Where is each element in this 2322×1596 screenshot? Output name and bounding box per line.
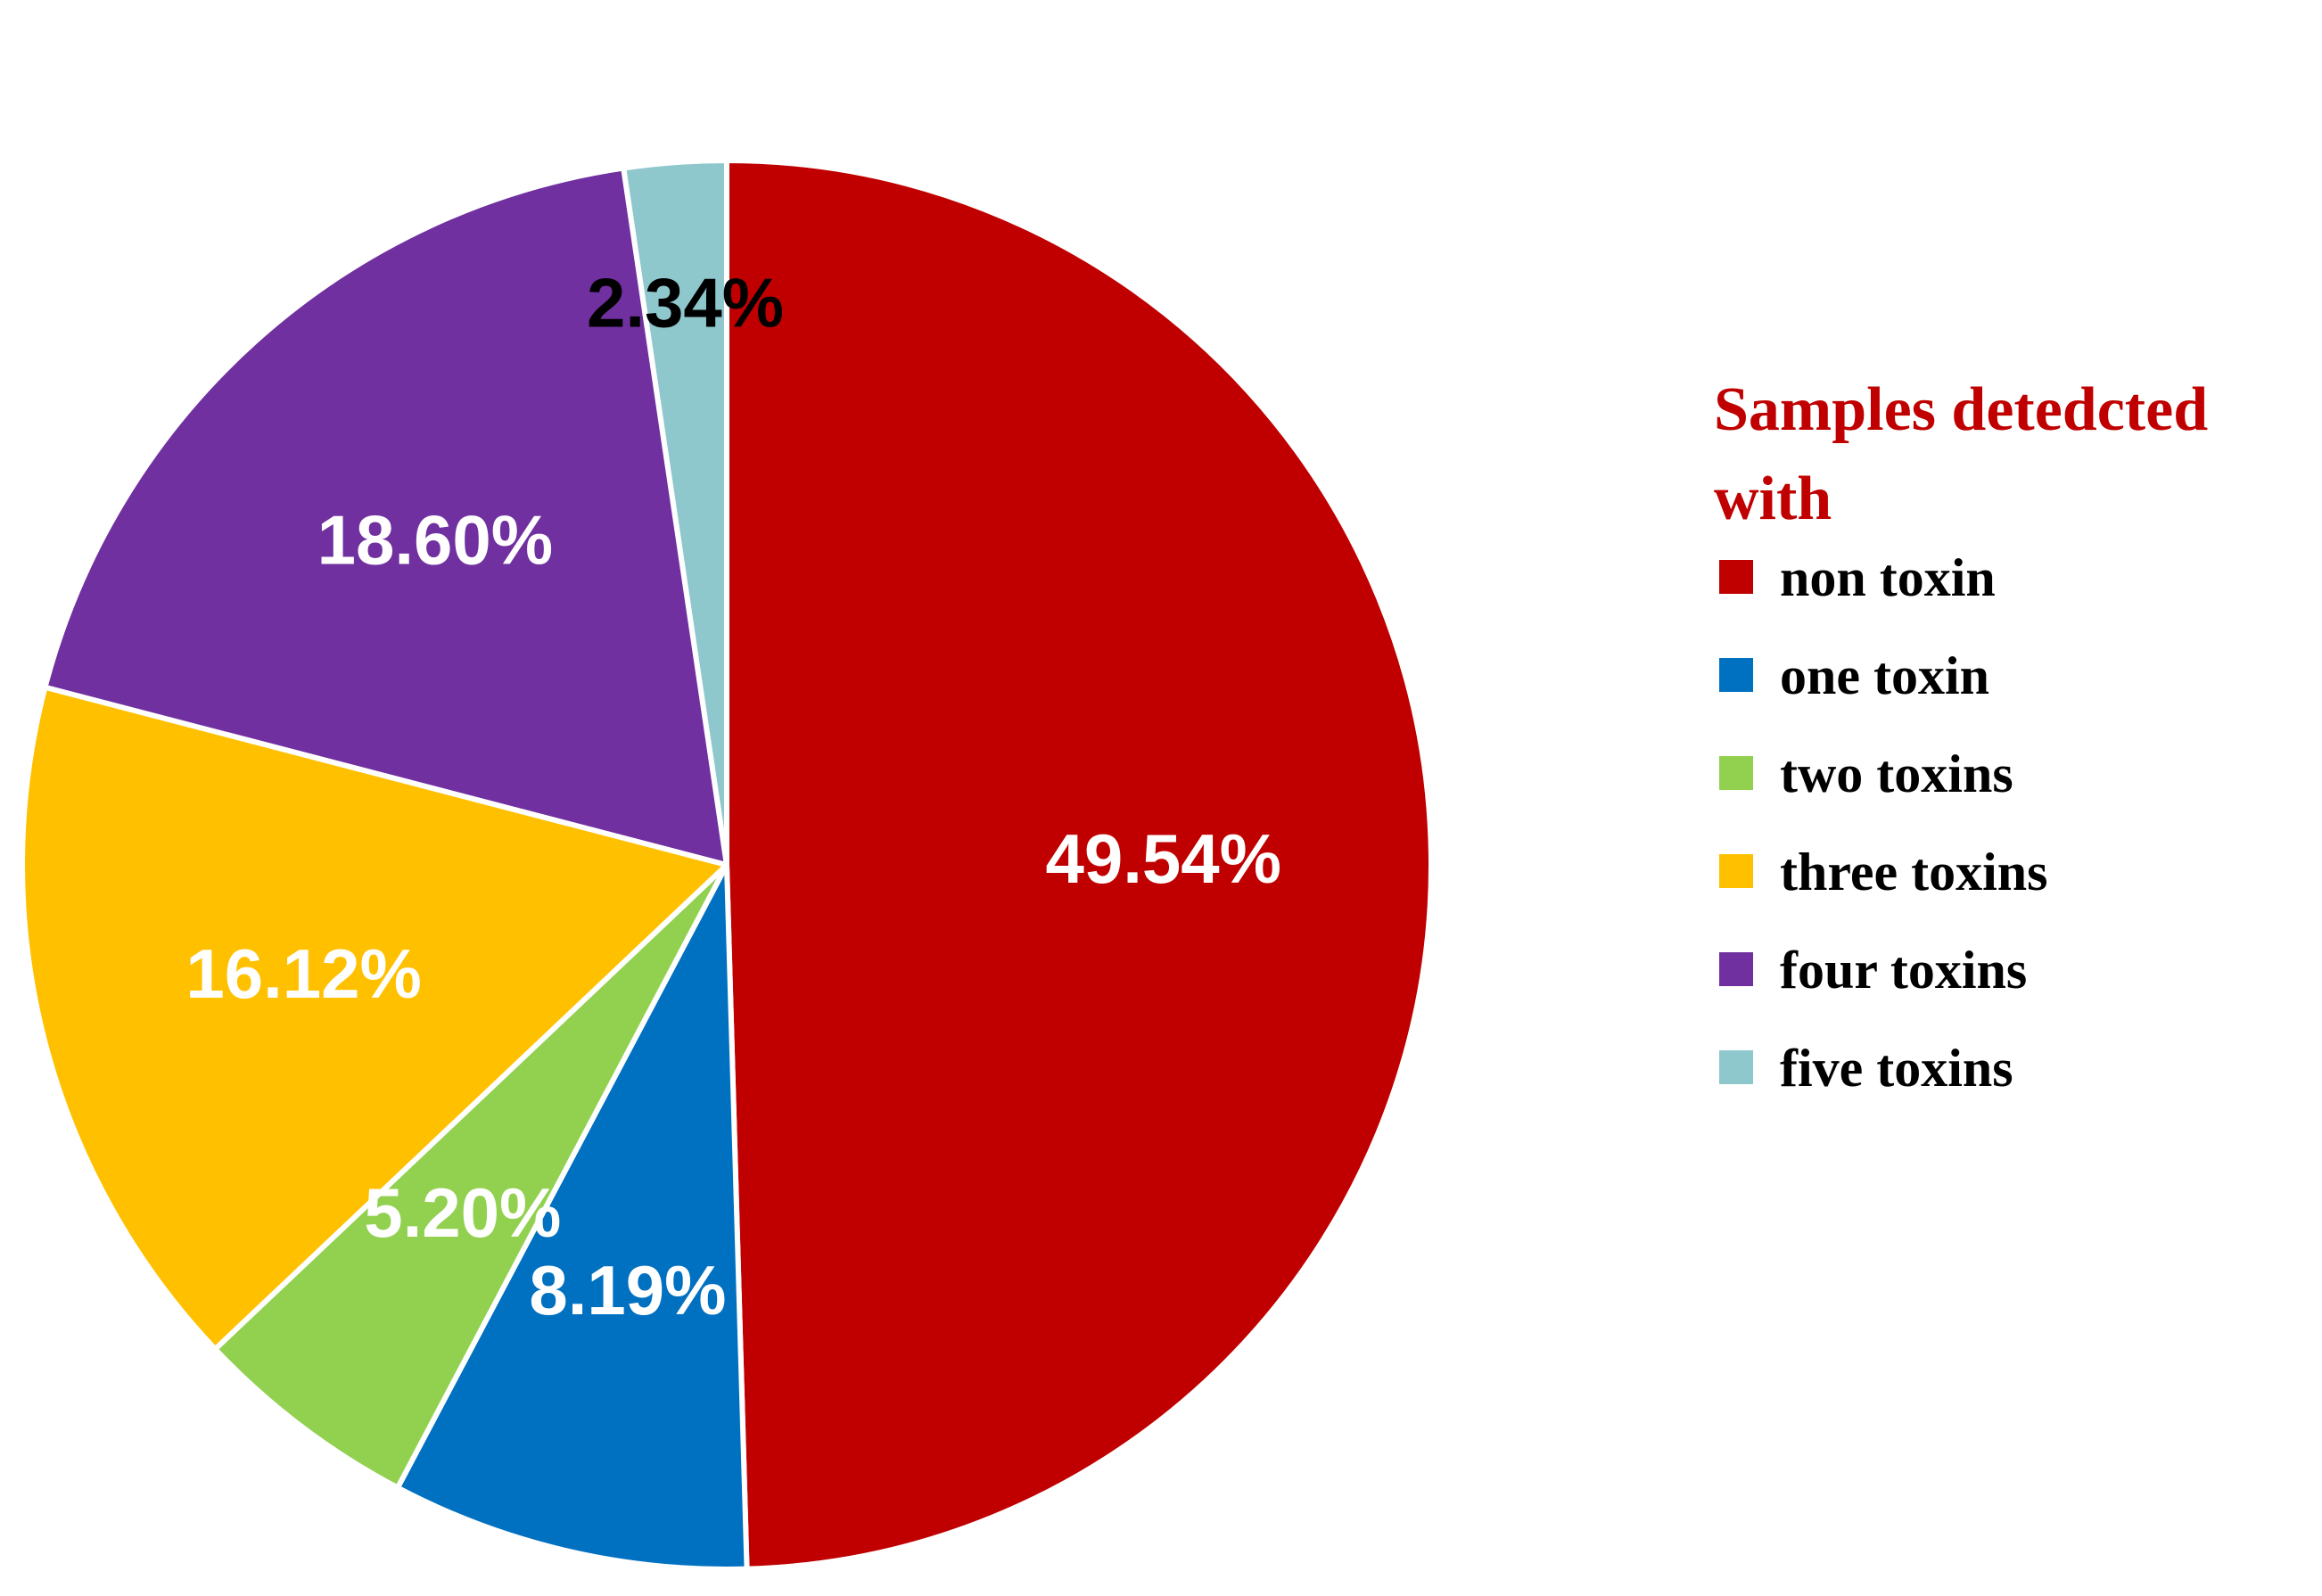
legend-label-one-toxin: one toxin	[1780, 646, 1989, 705]
legend: Samples detedcted with non toxin one toxi…	[1714, 375, 2208, 1098]
slice-labels: 49.54% 8.19%5.20% 16.12% 18.60% 2.34%	[185, 264, 1281, 1329]
legend-title-line-1: Samples detedcted	[1714, 375, 2208, 444]
data-label-non-toxin: 49.54%	[1045, 819, 1281, 898]
legend-items: non toxin one toxin two toxins three toxins…	[1719, 548, 2048, 1098]
legend-swatch-four-toxins	[1719, 952, 1753, 986]
legend-label-four-toxins: four toxins	[1780, 941, 2027, 1000]
legend-swatch-one-toxin	[1719, 658, 1753, 692]
pie-slice-non-toxin	[724, 158, 1435, 1572]
legend-label-two-toxins: two toxins	[1780, 745, 2013, 803]
pie-slice-one-toxin	[394, 862, 750, 1573]
data-label-three-toxins: 16.12%	[185, 934, 422, 1013]
legend-title-line-2: with	[1714, 465, 1832, 533]
legend-swatch-two-toxins	[1719, 756, 1753, 790]
legend-label-non-toxin: non toxin	[1780, 548, 1996, 607]
data-label-five-toxins: 2.34%	[587, 264, 784, 342]
legend-swatch-three-toxins	[1719, 854, 1753, 888]
legend-label-three-toxins: three toxins	[1780, 843, 2048, 901]
legend-swatch-five-toxins	[1719, 1050, 1753, 1084]
legend-swatch-non-toxin	[1719, 560, 1753, 594]
data-label-four-toxins: 18.60%	[317, 500, 554, 579]
data-label-two-toxins: 5.20%	[364, 1173, 561, 1252]
pie-slice-two-toxins	[212, 862, 729, 1491]
pie-slice-four-toxins	[42, 165, 729, 868]
pie-slices	[20, 158, 1435, 1573]
legend-label-five-toxins: five toxins	[1780, 1039, 2013, 1098]
pie-slice-three-toxins	[20, 684, 729, 1353]
pie-slice-five-toxins	[621, 158, 729, 868]
data-label-one-toxin: 8.19%	[529, 1251, 726, 1329]
